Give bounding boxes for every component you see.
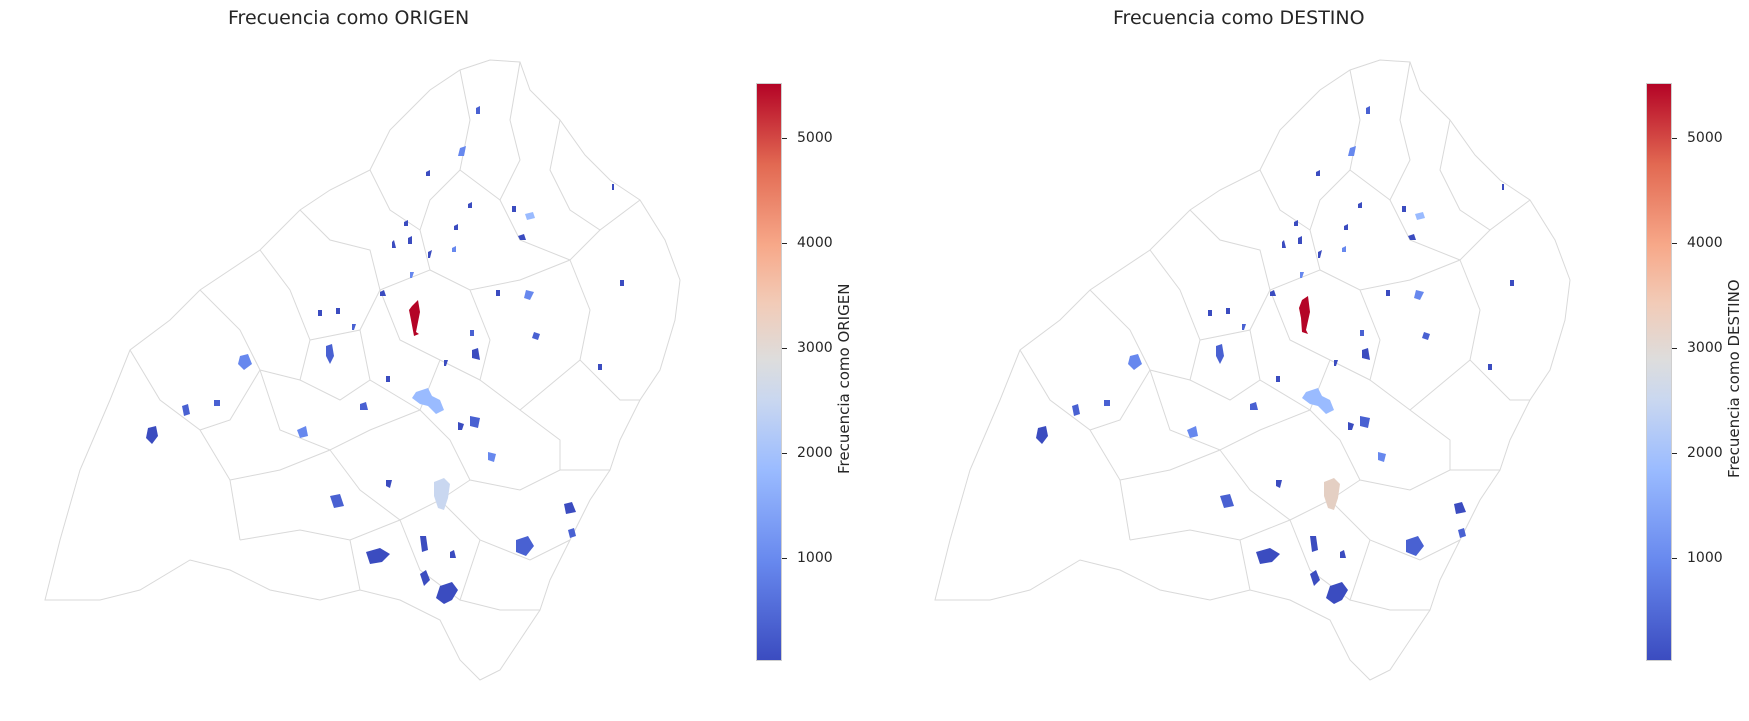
origin-colorbar-tick-5000: 5000 bbox=[797, 130, 833, 146]
destination-colorbar-tick-5000: 5000 bbox=[1687, 130, 1723, 146]
destination-colorbar-label: Frecuencia como DESTINO bbox=[1725, 279, 1743, 478]
origin-colorbar-tick-1000: 1000 bbox=[797, 550, 833, 566]
municipality-boundaries bbox=[934, 59, 1571, 681]
destination-colorbar bbox=[1646, 83, 1672, 661]
highlight-region-max bbox=[409, 300, 420, 336]
origin-colorbar bbox=[756, 83, 782, 661]
highlight-region-max bbox=[1299, 296, 1310, 334]
region-mid bbox=[434, 478, 450, 510]
origin-map-panel: Frecuencia como ORIGEN bbox=[0, 0, 874, 721]
origin-colorbar-label: Frecuencia como ORIGEN bbox=[835, 283, 853, 474]
destination-map-title: Frecuencia como DESTINO bbox=[1113, 7, 1365, 29]
destination-map-panel: Frecuencia como DESTINO bbox=[890, 0, 1749, 721]
origin-colorbar-tick-2000: 2000 bbox=[797, 445, 833, 461]
destination-colorbar-tick-4000: 4000 bbox=[1687, 235, 1723, 251]
municipality-boundaries bbox=[44, 59, 681, 681]
municipality-urban-areas bbox=[1036, 106, 1514, 604]
origin-colorbar-tick-4000: 4000 bbox=[797, 235, 833, 251]
region-mid-low bbox=[1302, 388, 1334, 414]
destination-colorbar-tick-2000: 2000 bbox=[1687, 445, 1723, 461]
origin-map bbox=[44, 59, 681, 681]
origin-map-title: Frecuencia como ORIGEN bbox=[228, 7, 470, 29]
region-mid-low bbox=[412, 388, 444, 414]
destination-colorbar-tick-1000: 1000 bbox=[1687, 550, 1723, 566]
destination-colorbar-tick-3000: 3000 bbox=[1687, 340, 1723, 356]
destination-map bbox=[934, 59, 1571, 681]
origin-colorbar-tick-3000: 3000 bbox=[797, 340, 833, 356]
municipality-urban-areas bbox=[146, 106, 624, 604]
region-mid-high bbox=[1324, 478, 1340, 510]
